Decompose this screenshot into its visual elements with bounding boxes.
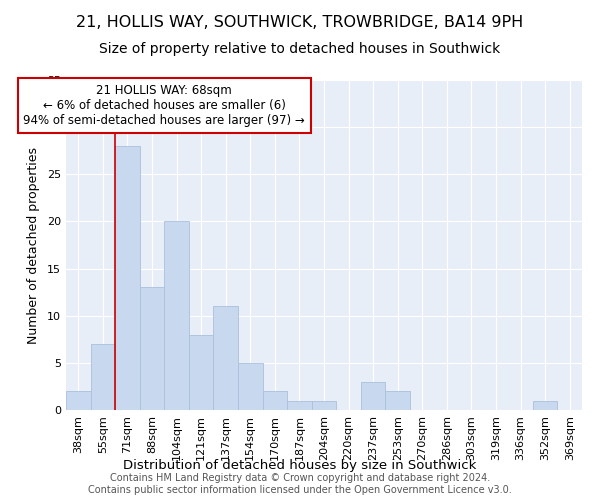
Text: 21, HOLLIS WAY, SOUTHWICK, TROWBRIDGE, BA14 9PH: 21, HOLLIS WAY, SOUTHWICK, TROWBRIDGE, B… bbox=[76, 15, 524, 30]
Bar bbox=[385, 391, 410, 410]
Bar bbox=[140, 288, 164, 410]
Text: Contains HM Land Registry data © Crown copyright and database right 2024.
Contai: Contains HM Land Registry data © Crown c… bbox=[88, 474, 512, 495]
Y-axis label: Number of detached properties: Number of detached properties bbox=[27, 146, 40, 344]
Bar bbox=[312, 400, 336, 410]
Bar bbox=[238, 363, 263, 410]
Bar bbox=[189, 334, 214, 410]
Bar bbox=[91, 344, 115, 410]
Text: Size of property relative to detached houses in Southwick: Size of property relative to detached ho… bbox=[100, 42, 500, 56]
Text: 21 HOLLIS WAY: 68sqm
← 6% of detached houses are smaller (6)
94% of semi-detache: 21 HOLLIS WAY: 68sqm ← 6% of detached ho… bbox=[23, 84, 305, 127]
Bar bbox=[533, 400, 557, 410]
Bar bbox=[115, 146, 140, 410]
Bar bbox=[214, 306, 238, 410]
Bar bbox=[263, 391, 287, 410]
Bar bbox=[164, 222, 189, 410]
Bar bbox=[66, 391, 91, 410]
Bar bbox=[361, 382, 385, 410]
Text: Distribution of detached houses by size in Southwick: Distribution of detached houses by size … bbox=[124, 460, 476, 472]
Bar bbox=[287, 400, 312, 410]
